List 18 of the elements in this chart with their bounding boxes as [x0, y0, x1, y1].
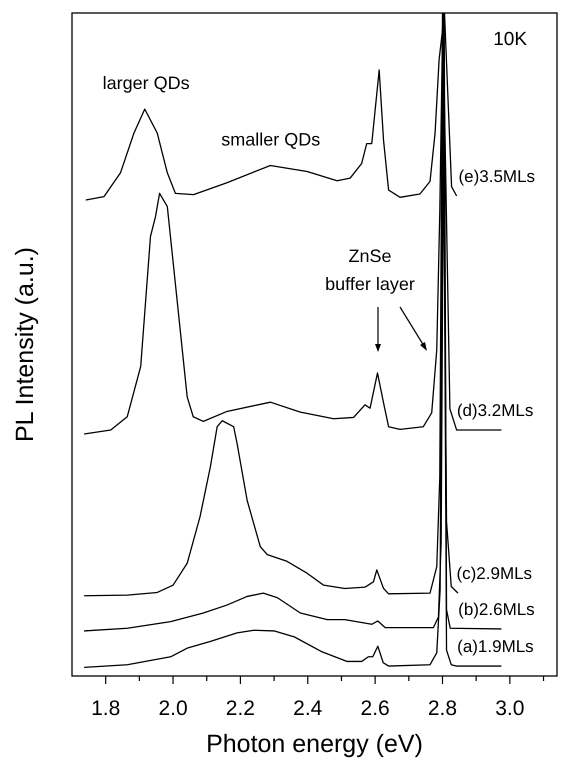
series-label: (a)1.9MLs [457, 637, 534, 656]
series-label: (e)3.5MLs [458, 166, 536, 186]
annotation: larger QDs [102, 73, 190, 94]
series-label: (b)2.6MLs [458, 600, 535, 619]
series-label: (c)2.9MLs [456, 564, 532, 584]
x-tick-label: 1.8 [91, 697, 120, 720]
x-axis-title: Photon energy (eV) [206, 730, 423, 758]
x-tick-label: 3.0 [495, 697, 524, 720]
x-tick-label: 2.0 [158, 697, 188, 720]
x-tick-label: 2.2 [226, 697, 256, 720]
x-tick-label: 2.4 [293, 697, 323, 720]
annotation: ZnSe buffer layer [325, 246, 415, 294]
x-tick-label: 2.6 [360, 697, 390, 720]
series-label: (d)3.2MLs [456, 401, 534, 420]
annotation: 10K [493, 29, 528, 50]
x-tick-label: 2.8 [428, 697, 458, 720]
y-axis-title: PL Intensity (a.u.) [11, 247, 39, 442]
annotation: smaller QDs [221, 129, 320, 150]
